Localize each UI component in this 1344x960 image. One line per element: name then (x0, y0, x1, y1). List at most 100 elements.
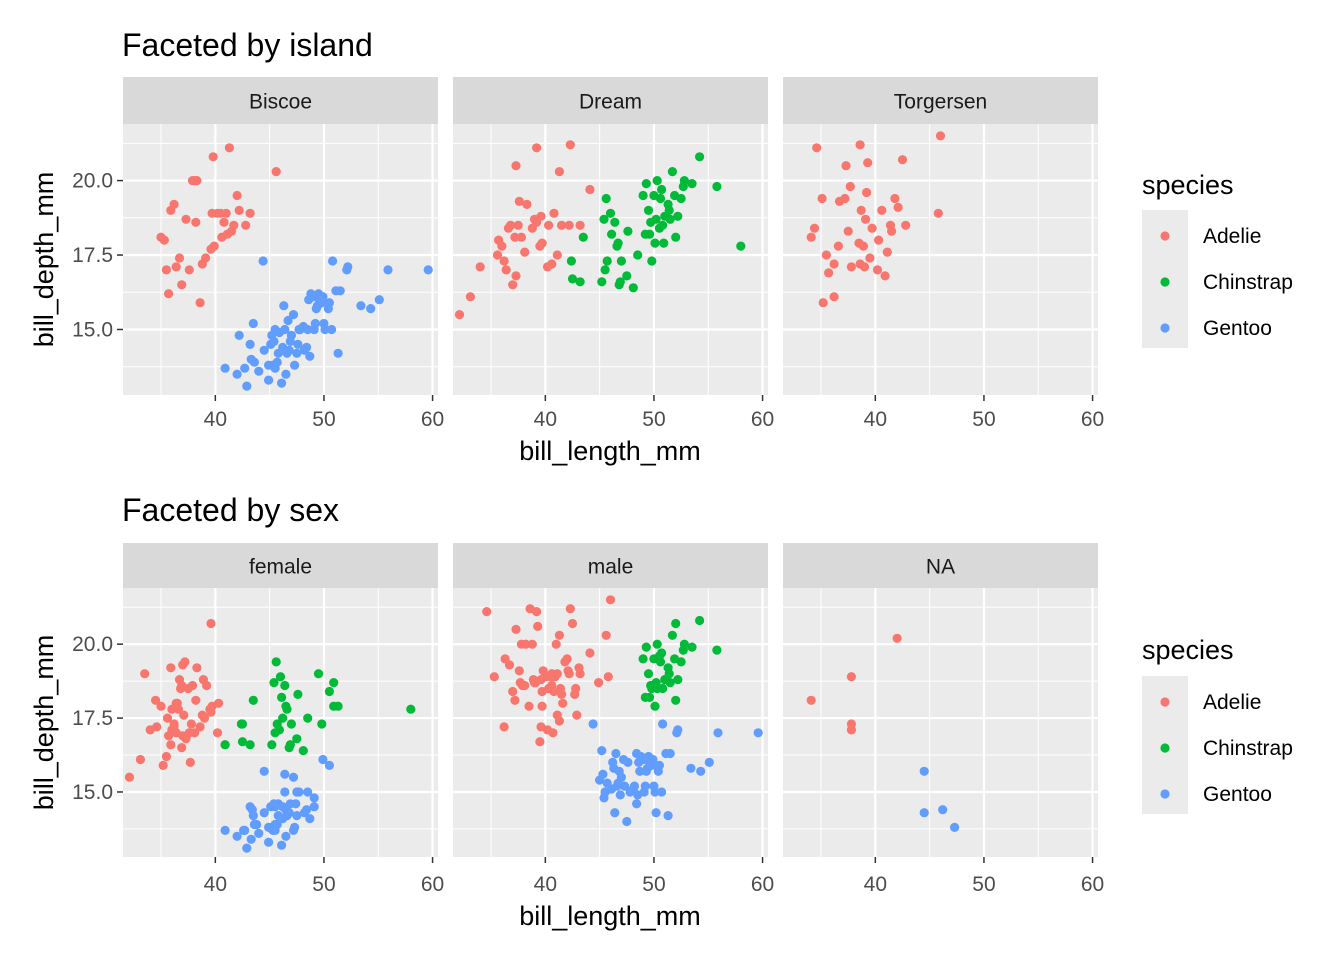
point-adelie (181, 214, 191, 224)
facet-panel: female 40 50 60 (123, 543, 444, 896)
point-chinstrap (616, 256, 627, 266)
point-gentoo (259, 808, 269, 818)
point-gentoo (310, 318, 320, 329)
point-gentoo (598, 769, 608, 779)
point-gentoo (220, 825, 230, 836)
x-tick-label: 40 (204, 873, 227, 896)
facet-strip-label: NA (926, 556, 955, 579)
point-gentoo (240, 825, 250, 836)
facet-strip (123, 543, 438, 588)
point-gentoo (938, 805, 948, 815)
point-chinstrap (615, 277, 625, 287)
point-adelie (521, 639, 531, 649)
point-adelie (867, 223, 877, 233)
point-adelie (557, 689, 567, 700)
point-adelie (806, 232, 816, 242)
point-chinstrap (652, 176, 662, 186)
point-adelie (195, 298, 205, 308)
facet-strip-label: Biscoe (249, 91, 312, 114)
point-chinstrap (633, 250, 643, 260)
facet-strip-label: Torgersen (894, 91, 987, 114)
point-adelie (162, 713, 173, 723)
point-chinstrap (655, 193, 666, 204)
legend-label: Gentoo (1203, 783, 1272, 806)
point-chinstrap (237, 719, 248, 729)
point-adelie (166, 663, 176, 673)
x-tick-label: 60 (751, 408, 774, 431)
point-adelie (187, 680, 198, 691)
point-adelie (152, 722, 162, 732)
point-gentoo (335, 286, 345, 296)
point-adelie (806, 695, 816, 705)
point-chinstrap (638, 654, 648, 664)
point-adelie (862, 187, 872, 198)
point-adelie (532, 143, 542, 153)
point-adelie (935, 131, 946, 141)
point-chinstrap (736, 241, 746, 251)
point-adelie (454, 310, 465, 320)
point-gentoo (283, 315, 293, 326)
point-chinstrap (317, 719, 327, 729)
point-gentoo (272, 357, 282, 367)
chart-title: Faceted by island (122, 27, 373, 63)
point-adelie (177, 680, 187, 691)
point-gentoo (640, 781, 650, 791)
x-tick-label: 50 (972, 408, 995, 431)
point-adelie (191, 217, 201, 227)
y-tick-label: 15.0 (72, 318, 113, 341)
point-chinstrap (324, 686, 334, 697)
point-gentoo (615, 790, 625, 800)
point-adelie (516, 232, 527, 242)
point-adelie (501, 265, 511, 275)
point-chinstrap (269, 678, 279, 688)
point-adelie (245, 208, 255, 218)
point-adelie (504, 660, 515, 670)
panel-background (453, 588, 768, 857)
x-axis-label: bill_length_mm (519, 901, 701, 931)
point-chinstrap (293, 689, 303, 700)
point-gentoo (318, 754, 328, 765)
point-adelie (174, 253, 185, 263)
point-chinstrap (673, 211, 683, 221)
point-chinstrap (601, 193, 611, 204)
point-chinstrap (245, 740, 255, 750)
point-gentoo (610, 808, 620, 818)
point-adelie (489, 672, 499, 682)
point-chinstrap (665, 214, 675, 224)
point-adelie (845, 181, 855, 192)
point-gentoo (651, 808, 661, 818)
point-gentoo (423, 265, 433, 275)
point-adelie (552, 250, 562, 260)
point-adelie (564, 220, 574, 230)
point-gentoo (328, 256, 338, 266)
point-gentoo (374, 295, 384, 305)
point-adelie (536, 211, 546, 221)
point-adelie (169, 722, 179, 732)
x-tick-label: 60 (1081, 873, 1104, 896)
point-adelie (872, 265, 883, 275)
point-gentoo (686, 763, 696, 773)
point-chinstrap (695, 152, 705, 162)
point-gentoo (264, 375, 274, 385)
point-gentoo (629, 781, 640, 791)
facet-panel: Torgersen 40 50 60 (783, 77, 1104, 431)
point-adelie (565, 140, 575, 150)
point-chinstrap (665, 678, 675, 688)
point-gentoo (248, 318, 258, 329)
facet-panel: Dream 40 50 60 (453, 77, 774, 431)
point-adelie (901, 220, 911, 230)
x-tick-label: 40 (864, 873, 887, 896)
point-adelie (846, 672, 857, 682)
point-chinstrap (285, 740, 295, 750)
y-tick-label: 15.0 (72, 781, 113, 804)
legend-label: Adelie (1203, 691, 1261, 714)
point-chinstrap (679, 176, 690, 186)
point-chinstrap (657, 648, 667, 658)
point-adelie (221, 208, 231, 218)
point-gentoo (919, 766, 929, 776)
point-chinstrap (650, 701, 660, 711)
point-chinstrap (655, 657, 666, 667)
legend-key-adelie (1160, 231, 1170, 241)
point-chinstrap (643, 205, 654, 215)
x-tick-label: 60 (1081, 408, 1104, 431)
